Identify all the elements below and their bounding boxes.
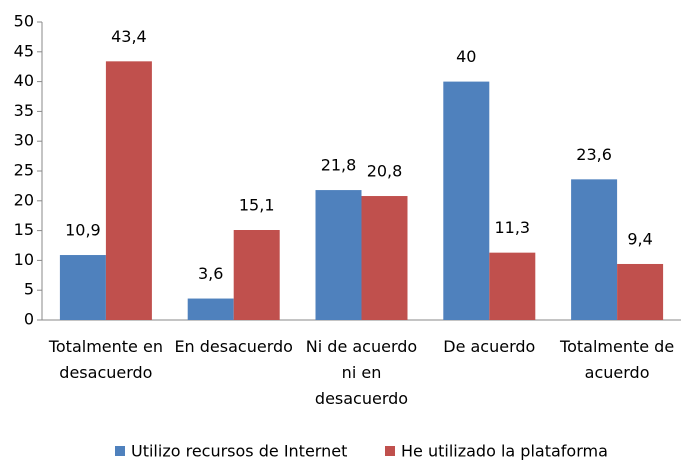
y-tick-label: 25 <box>14 161 34 180</box>
y-tick-label: 35 <box>14 101 34 120</box>
y-tick-label: 40 <box>14 71 34 90</box>
bar <box>105 61 152 320</box>
x-tick-label: Totalmente de acuerdo <box>560 337 675 382</box>
data-label: 3,6 <box>198 264 223 283</box>
bar <box>443 81 490 320</box>
y-tick-label: 50 <box>14 12 34 31</box>
data-label: 10,9 <box>65 221 101 240</box>
x-tick-label: Ni de acuerdo ni en desacuerdo <box>305 337 418 408</box>
y-tick-label: 0 <box>24 310 34 329</box>
bar <box>59 255 106 320</box>
legend-swatch <box>115 446 125 456</box>
bar <box>233 230 280 320</box>
y-tick-label: 45 <box>14 41 34 60</box>
data-label: 20,8 <box>367 162 403 181</box>
bar <box>315 190 362 320</box>
x-tick-label: Totalmente en desacuerdo <box>48 337 163 382</box>
y-tick-label: 10 <box>14 250 34 269</box>
y-tick-label: 5 <box>24 280 34 299</box>
data-label: 15,1 <box>239 196 275 215</box>
data-label: 11,3 <box>494 218 530 237</box>
bar <box>489 252 536 320</box>
x-tick-label: De acuerdo <box>443 337 536 356</box>
y-tick-label: 20 <box>14 190 34 209</box>
data-label: 9,4 <box>627 229 652 248</box>
bar <box>187 298 234 320</box>
legend-label: Utilizo recursos de Internet <box>131 442 347 461</box>
bar <box>571 179 618 320</box>
data-label: 43,4 <box>111 27 147 46</box>
bar <box>361 196 408 320</box>
legend-label: He utilizado la plataforma <box>401 442 608 461</box>
y-tick-label: 30 <box>14 131 34 150</box>
bar <box>617 263 664 320</box>
y-tick-label: 15 <box>14 220 34 239</box>
legend-swatch <box>385 446 395 456</box>
x-tick-label: En desacuerdo <box>174 337 293 356</box>
data-label: 23,6 <box>576 145 612 164</box>
data-label: 40 <box>456 47 476 66</box>
data-label: 21,8 <box>321 156 357 175</box>
